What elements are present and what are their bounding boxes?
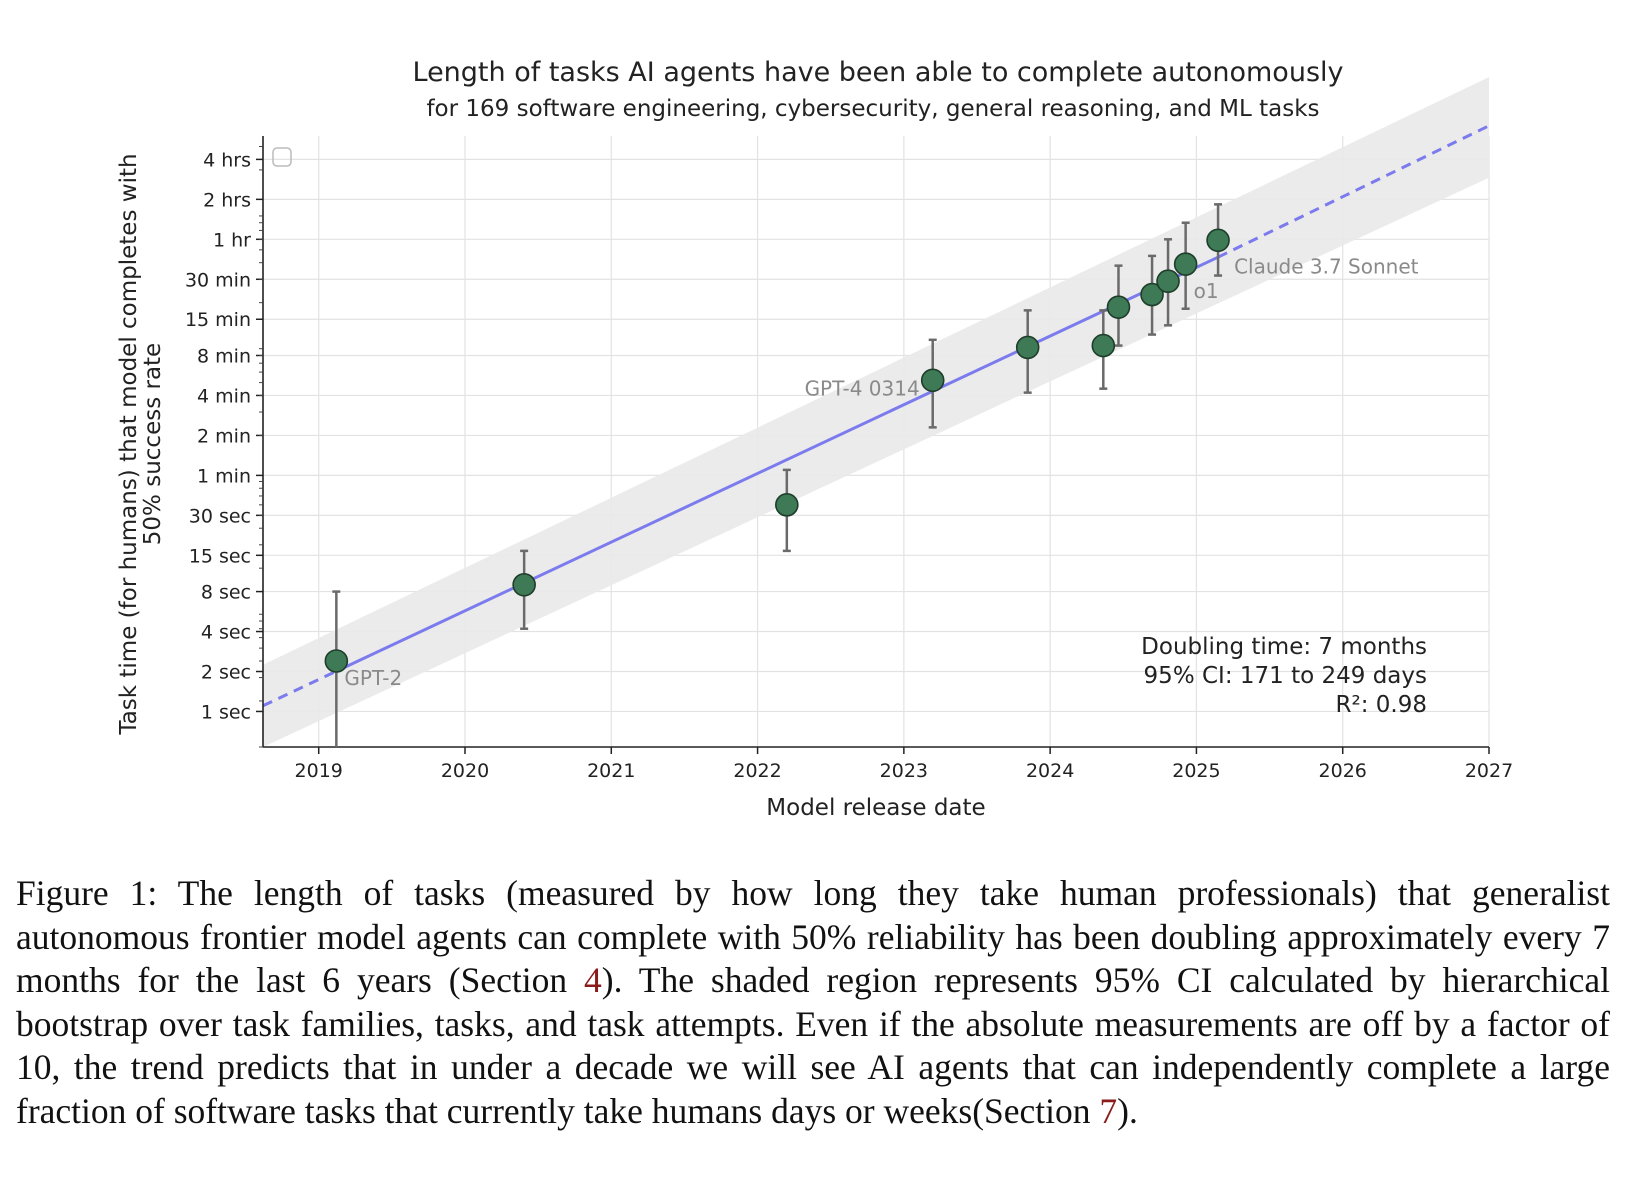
data-point <box>1106 295 1131 319</box>
chart-title: Length of tasks AI agents have been able… <box>413 57 1344 88</box>
point-label: Claude 3.7 Sonnet <box>1234 254 1419 278</box>
y-axis-label-line2: 50% success rate <box>140 343 166 545</box>
x-tick-label: 2024 <box>1026 760 1074 782</box>
y-tick-label: 1 min <box>197 465 251 487</box>
y-tick-label: 4 hrs <box>203 149 251 171</box>
stat-ci: 95% CI: 171 to 249 days <box>1144 663 1427 689</box>
y-tick-label: 1 hr <box>213 229 251 251</box>
data-point <box>1173 252 1198 276</box>
x-tick-label: 2025 <box>1172 760 1220 782</box>
caption-text-1: Figure 1: The length of tasks (measured … <box>16 873 1610 1000</box>
data-point <box>1140 282 1164 307</box>
y-tick-label: 30 min <box>185 269 251 291</box>
data-point <box>1091 333 1116 358</box>
y-tick-label: 30 sec <box>189 505 251 527</box>
y-tick-label: 15 min <box>185 309 251 331</box>
x-tick-label: 2019 <box>295 760 343 782</box>
chart-subtitle: for 169 software engineering, cybersecur… <box>426 96 1319 122</box>
y-tick-label: 8 min <box>197 345 251 367</box>
x-tick-label: 2020 <box>441 760 489 782</box>
x-axis-label: Model release date <box>766 795 985 821</box>
y-tick-label: 15 sec <box>189 545 251 567</box>
plot-area: 2019 2020 2021 2022 2023 2024 2025 2026 2027 1 se… <box>185 77 1513 782</box>
trend-line-dashed-past <box>262 669 337 708</box>
trend-line-fit <box>335 255 1219 673</box>
point-label: GPT-4 0314 <box>805 376 920 400</box>
x-tick-label: 2023 <box>880 760 928 782</box>
data-point <box>512 572 536 597</box>
x-tick-label: 2021 <box>587 760 635 782</box>
y-tick-label: 1 sec <box>201 701 251 723</box>
point-label: GPT-2 <box>344 666 402 690</box>
x-tick-label: 2022 <box>733 760 781 782</box>
data-point <box>1156 269 1180 294</box>
stat-r2: R²: 0.98 <box>1336 692 1427 718</box>
x-tick-label: 2026 <box>1319 760 1367 782</box>
figure-caption: Figure 1: The length of tasks (measured … <box>16 872 1610 1133</box>
point-label: o1 <box>1194 279 1219 303</box>
data-point <box>1206 228 1230 253</box>
data-point <box>1015 335 1040 360</box>
legend-box <box>272 147 292 167</box>
y-tick-label: 4 min <box>197 385 251 407</box>
data-point <box>920 368 945 393</box>
chart: Length of tasks AI agents have been able… <box>116 57 1513 821</box>
data-point <box>775 493 799 517</box>
y-tick-label: 4 sec <box>201 622 251 644</box>
section-ref-link[interactable]: 4 <box>584 960 602 1000</box>
caption-text-2: ). The shaded region represents 95% CI c… <box>16 960 1610 1131</box>
y-axis-label-line1: Task time (for humans) that model comple… <box>116 153 142 735</box>
data-point <box>324 649 349 673</box>
section-ref-link[interactable]: 7 <box>1099 1090 1118 1131</box>
y-tick-label: 2 sec <box>201 662 251 684</box>
y-tick-label: 8 sec <box>201 582 251 604</box>
y-tick-label: 2 hrs <box>203 189 251 211</box>
x-tick-label: 2027 <box>1465 760 1513 782</box>
stats-box: Doubling time: 7 months 95% CI: 171 to 2… <box>1141 634 1427 718</box>
stat-doubling-time: Doubling time: 7 months <box>1141 634 1427 660</box>
ci-band <box>263 77 1489 747</box>
y-tick-label: 2 min <box>197 425 251 447</box>
caption-text-3: ). <box>1117 1090 1138 1131</box>
